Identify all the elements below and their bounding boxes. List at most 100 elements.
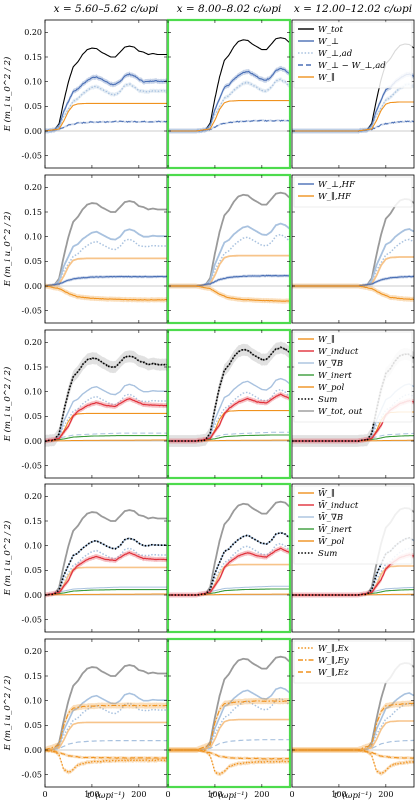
series-line-W_tot <box>45 200 167 287</box>
legend-entry: W_pol <box>318 383 345 393</box>
y-tick-label: 0.00 <box>24 127 42 136</box>
series-line-W_par_HF <box>168 285 290 302</box>
series-line-W_perp <box>292 536 414 596</box>
series-line-W_par <box>45 257 167 287</box>
legend-entry: W̄_∥ <box>318 487 335 499</box>
legend-row-5: W_∥,ExW_∥,EyW_∥,Ez <box>293 640 413 684</box>
y-tick-label: 0.00 <box>24 591 42 600</box>
panel-r3-c2 <box>166 328 292 480</box>
series-band-W_tot <box>168 341 290 447</box>
legend-entry: W_⊥ <box>318 37 339 47</box>
y-tick-label: 0.20 <box>24 492 42 501</box>
series-line-W_inert <box>45 589 167 596</box>
panels-grid: -0.05 0.00 0.05 0.10 0.15 0.20 W_totW_⊥W_⊥,adW… <box>21 18 415 799</box>
panel-r1-c3: W_tot W_⊥ W_⊥,ad W_⊥ − W_⊥,adW_∥ <box>291 19 415 169</box>
series-band-W_par_Ez <box>292 748 414 760</box>
legend-entry: W_∥ <box>318 334 335 345</box>
y-tick-label: 0.05 <box>24 566 42 575</box>
y-tick-label: 0.05 <box>24 412 42 421</box>
panel-r1-c2 <box>166 18 292 170</box>
y-tick-label: -0.05 <box>21 461 42 470</box>
column-titles: x = 5.60–5.62 c/ωpi x = 8.00–8.02 c/ωpi … <box>54 3 412 15</box>
y-tick-label: 0.20 <box>24 28 42 37</box>
panel-frame <box>291 638 415 788</box>
series-line-W_par <box>168 718 290 751</box>
legend-entry: W_∥ <box>318 72 335 83</box>
series-line-W_inert <box>45 435 167 442</box>
series-line-W_par <box>168 100 290 132</box>
series-line-W_par <box>45 102 167 132</box>
series-line-W_par_Ey <box>45 704 167 751</box>
series-line-W_perp_ad <box>45 702 167 751</box>
panel-r1-c1: -0.05 0.00 0.05 0.10 0.15 0.20 <box>21 19 168 169</box>
legend-entry: W_inert <box>318 371 352 381</box>
series-line-W_perp <box>45 692 167 751</box>
series-line-W_tot <box>168 346 290 442</box>
panel-frame <box>291 174 415 324</box>
y-tick-label: 0.15 <box>24 53 42 62</box>
legend-box <box>293 331 413 423</box>
curves <box>292 198 414 302</box>
panel-r3-c1: -0.05 0.00 0.05 0.10 0.15 0.20 <box>21 329 168 479</box>
series-line-W_par_Ez <box>168 749 290 760</box>
series-line-W_perp_ad <box>45 83 167 132</box>
legend-entry: W_∥,Ez <box>318 667 349 678</box>
y-tick-label: -0.05 <box>21 151 42 160</box>
series-line-W_induct <box>45 398 167 442</box>
legend-box <box>293 485 413 565</box>
curves <box>168 341 290 447</box>
y-tick-label: 0.10 <box>24 77 42 86</box>
legend-entry: W_∥,Ex <box>318 643 349 654</box>
column-title-3: x = 12.00–12.02 c/ωpi <box>294 3 412 15</box>
x-axis-label-col1: t′ (ωpi⁻¹) <box>87 790 125 801</box>
series-line-W_par_HF <box>45 285 167 301</box>
y-axis-labels: E (m_i u_0^2 / 2) E (m_i u_0^2 / 2) E (m_i… <box>2 57 13 752</box>
x-tick-label: 200 <box>254 790 269 799</box>
legend-box <box>293 640 413 684</box>
series-line-W_perp <box>45 228 167 287</box>
series-band-W_par_Ey <box>45 702 167 753</box>
x-tick-label: 100 <box>84 790 99 799</box>
panel-frame <box>291 19 415 169</box>
curves <box>168 37 290 134</box>
series-line-W_perp <box>45 383 167 442</box>
series-line-W_par_Ey <box>292 702 414 751</box>
legend-entry: W_∥,HF <box>318 191 352 202</box>
series-line-W_perp_HF <box>45 275 167 287</box>
curves <box>45 509 167 598</box>
series-band-W_par_Ey <box>292 700 414 753</box>
y-tick-label: 0.10 <box>24 696 42 705</box>
series-line-W_induct <box>45 551 167 596</box>
series-band-W_induct <box>45 550 167 598</box>
legend-entry: W̄_inert <box>318 523 352 535</box>
series-band-W_perp_ad <box>292 82 414 134</box>
panel-r5-c3: 0 100 200 W_∥,ExW_∥,EyW_∥,Ez <box>289 638 415 799</box>
legend-entry: W_⊥,HF <box>318 180 356 190</box>
legend-row-3: W_∥ W_induct W_∇B W_inert W_pol Sum W_tot, out <box>293 331 413 423</box>
panel-frame <box>44 19 168 169</box>
y-tick-label: 0.20 <box>24 183 42 192</box>
panel-frame <box>166 173 292 325</box>
series-line-W_perp_minus_ad <box>45 120 167 132</box>
y-tick-label: 0.00 <box>24 746 42 755</box>
x-tick-label: 200 <box>131 790 146 799</box>
series-line-W_par_Ey <box>168 700 290 751</box>
y-tick-label: -0.05 <box>21 615 42 624</box>
curves <box>45 45 167 134</box>
series-band-W_par_Ez <box>45 748 167 760</box>
series-line-W_pol <box>45 593 167 596</box>
legend-row-1: W_tot W_⊥ W_⊥,ad W_⊥ − W_⊥,adW_∥ <box>293 21 413 89</box>
series-band-W_par_HF <box>292 283 414 302</box>
series-line-W_perp_ad <box>45 393 167 442</box>
panel-frame <box>291 483 415 633</box>
x-tick-label: 200 <box>378 790 393 799</box>
series-line-W_par_Ez <box>292 749 414 759</box>
y-axis-label-row-1: E (m_i u_0^2 / 2) <box>2 57 13 133</box>
y-tick-label: 0.15 <box>24 208 42 217</box>
y-tick-label: 0.05 <box>24 102 42 111</box>
legend-entry: Sum <box>318 395 337 405</box>
series-line-W_tot <box>292 198 414 287</box>
series-line-W_par <box>45 721 167 751</box>
series-line-W_pol <box>45 439 167 442</box>
